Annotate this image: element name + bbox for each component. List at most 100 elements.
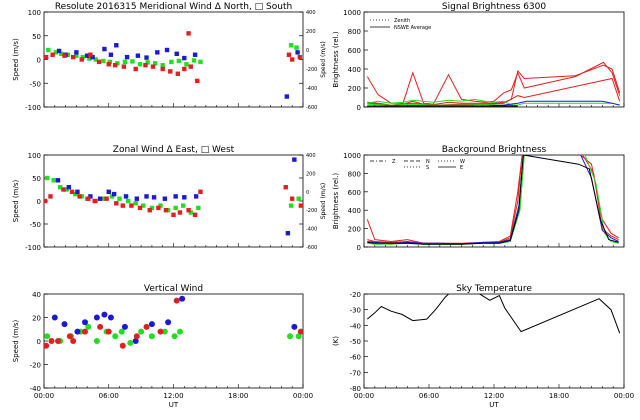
data-point-blue <box>123 194 129 199</box>
data-point-green <box>127 339 134 346</box>
y2-tick-label: -200 <box>306 208 317 214</box>
data-point-blue <box>84 53 90 58</box>
data-point-red <box>44 54 49 60</box>
data-point-blue <box>135 53 141 58</box>
y-tick-label: 50 <box>32 33 41 41</box>
y-tick-label: 0 <box>357 104 361 112</box>
data-point-red <box>297 328 303 335</box>
panel-background: Background Brightness 0 200 400 600 800 1000 Br… <box>332 145 625 252</box>
y-tick-label: 800 <box>348 28 361 36</box>
x-tick-label: 18:00 <box>228 392 248 400</box>
x-tick-label: 12:00 <box>484 392 504 400</box>
data-point-blue <box>295 50 300 55</box>
data-point-blue <box>182 55 187 61</box>
y-tick-label: 400 <box>348 207 361 215</box>
data-point-red <box>297 54 302 60</box>
data-point-red <box>133 333 140 340</box>
series-line <box>367 98 620 106</box>
x-tick-label: 00:00 <box>354 392 374 400</box>
data-point-blue <box>74 328 81 335</box>
data-point-blue <box>148 321 155 328</box>
data-point-red <box>156 205 161 211</box>
data-point-blue <box>182 195 187 200</box>
data-point-red <box>119 342 126 349</box>
data-point-green <box>53 50 59 55</box>
y2-tick-label: 0 <box>306 190 309 196</box>
plot-area <box>366 294 621 334</box>
data-point-green <box>152 61 158 66</box>
y2-tick-label: 0 <box>306 48 309 54</box>
y-tick-label: 0 <box>37 57 41 65</box>
data-point-red <box>290 196 295 201</box>
data-point-green <box>295 333 302 340</box>
data-point-red <box>62 53 67 58</box>
y2-tick-label: -600 <box>306 245 317 251</box>
data-point-red <box>168 69 173 74</box>
data-point-red <box>195 78 200 84</box>
data-point-green <box>184 62 189 67</box>
data-point-red <box>106 62 111 67</box>
data-point-blue <box>174 51 179 56</box>
data-point-red <box>82 328 89 335</box>
data-point-blue <box>61 321 68 328</box>
plot-area <box>44 157 303 236</box>
plot-area <box>366 155 619 245</box>
plot-area <box>366 61 621 107</box>
y-tick-label: -100 <box>25 104 41 112</box>
x-tick-label: 00:00 <box>34 392 54 400</box>
y-tick-label: -20 <box>350 291 361 299</box>
data-point-red <box>186 208 191 213</box>
data-point-red <box>175 71 181 76</box>
data-point-green <box>191 58 197 63</box>
data-point-blue <box>292 157 297 162</box>
data-point-blue <box>55 178 61 183</box>
plot-area <box>44 295 303 349</box>
data-point-red <box>286 52 292 57</box>
panel-zonal: Zonal Wind Δ East, □ West -100 -50 0 50 100 Sp… <box>12 145 327 252</box>
data-point-blue <box>88 194 93 199</box>
legend-label: Z <box>392 159 396 165</box>
series-line <box>367 155 619 245</box>
data-point-blue <box>82 319 89 326</box>
y2-axis-label: Speed (m/s) <box>320 41 327 77</box>
data-point-blue <box>173 194 178 199</box>
data-point-red <box>86 196 91 201</box>
y-tick-label: 20 <box>32 315 41 323</box>
data-point-green <box>198 59 203 65</box>
x-tick-label: 06:00 <box>419 392 439 400</box>
data-point-green <box>294 45 299 50</box>
data-point-green <box>176 328 183 335</box>
y-tick-label: -50 <box>30 221 41 229</box>
data-point-green <box>46 47 51 53</box>
data-point-red <box>137 205 143 211</box>
y-tick-label: 200 <box>348 85 361 93</box>
y-tick-label: 200 <box>348 226 361 234</box>
y-tick-label: 800 <box>348 170 361 178</box>
data-point-blue <box>285 231 291 236</box>
chart-title: Signal Brightness 6300 <box>442 2 546 12</box>
data-point-green <box>296 196 301 201</box>
x-tick-label: 12:00 <box>163 392 183 400</box>
y-tick-label: -50 <box>30 80 41 88</box>
data-point-blue <box>90 54 95 60</box>
data-point-red <box>283 185 288 190</box>
y-tick-label: -80 <box>350 385 361 393</box>
data-point-blue <box>124 54 130 60</box>
data-point-blue <box>151 195 157 200</box>
y-axis-label: Speed (m/s) <box>12 320 20 363</box>
data-point-green <box>287 333 294 340</box>
data-point-green <box>109 194 115 199</box>
data-point-green <box>112 333 119 340</box>
data-point-blue <box>111 191 117 197</box>
data-point-blue <box>93 314 100 321</box>
data-point-green <box>171 333 178 340</box>
x-tick-label: 18:00 <box>549 392 569 400</box>
data-point-green <box>130 59 135 64</box>
data-point-red <box>48 338 55 344</box>
data-point-red <box>129 203 134 208</box>
series-line <box>366 294 621 334</box>
data-point-red <box>44 198 48 204</box>
y-tick-label: -70 <box>350 369 361 377</box>
data-point-blue <box>192 52 198 57</box>
series-line <box>366 155 619 245</box>
